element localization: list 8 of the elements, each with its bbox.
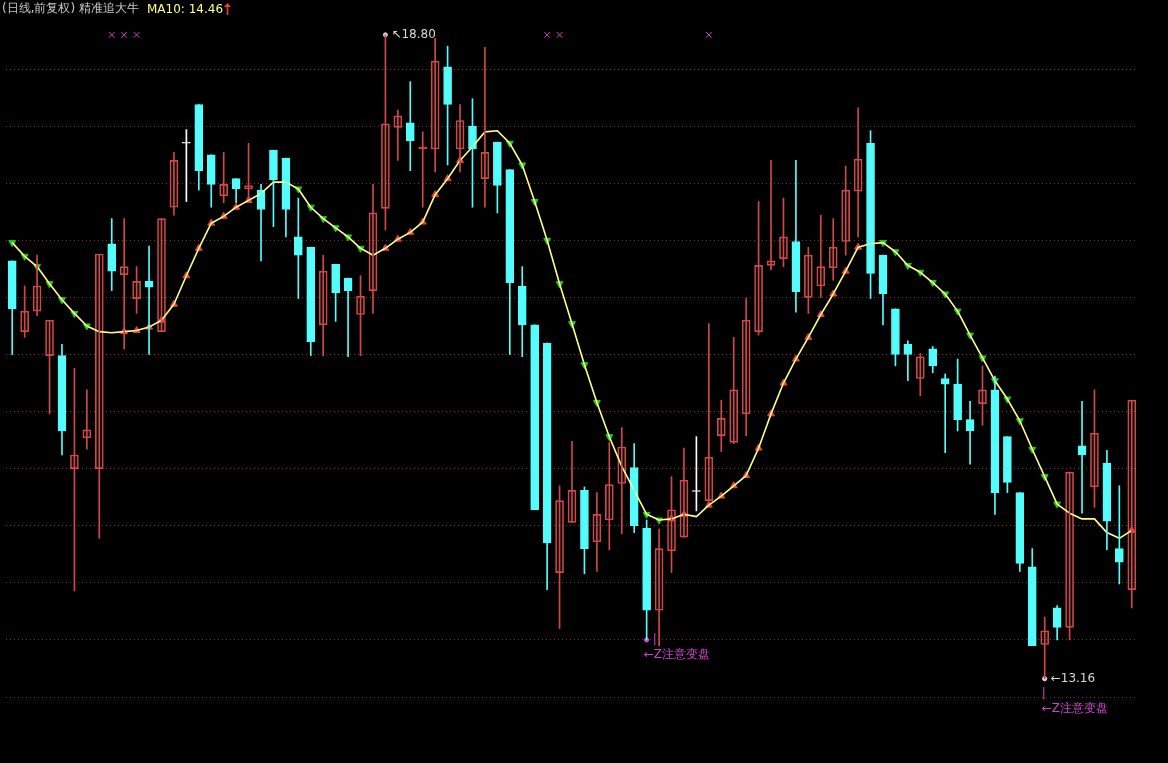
data-label: |: [652, 632, 657, 647]
data-label: ←Z注意变盘: [643, 647, 710, 662]
data-label: ←13.16: [1050, 670, 1096, 685]
chart-title: (日线,前复权) 精准追大牛: [2, 0, 139, 17]
data-label: ↖18.80: [391, 26, 436, 41]
text: MA10: 14.46: [147, 1, 224, 16]
data-label: |: [1041, 685, 1046, 700]
data-label: ←Z注意变盘: [1041, 700, 1108, 715]
